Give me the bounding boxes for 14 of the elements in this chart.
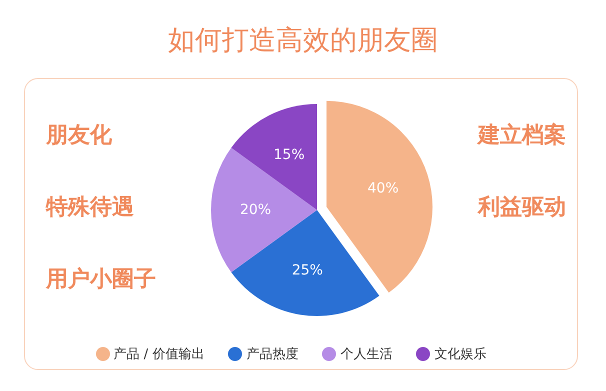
legend-label: 文化娱乐 — [434, 347, 486, 362]
text: 用户小圈子 — [46, 266, 156, 294]
text: 朋友化 — [46, 122, 112, 150]
legend-label: 产品热度 — [246, 347, 298, 362]
chart-title: 如何打造高效的朋友圈 — [167, 24, 439, 58]
data-label: 40% — [368, 180, 399, 197]
legend-label: 个人生活 — [340, 347, 392, 362]
data-label: 20% — [240, 202, 272, 218]
data-label: 15% — [274, 147, 305, 164]
text: 特殊待遇 — [46, 194, 134, 222]
legend-label: 产品 / 价值输出 — [114, 347, 204, 362]
text: 建立档案 — [478, 122, 566, 150]
data-label: 25% — [292, 262, 323, 279]
text: 利益驱动 — [478, 194, 566, 222]
